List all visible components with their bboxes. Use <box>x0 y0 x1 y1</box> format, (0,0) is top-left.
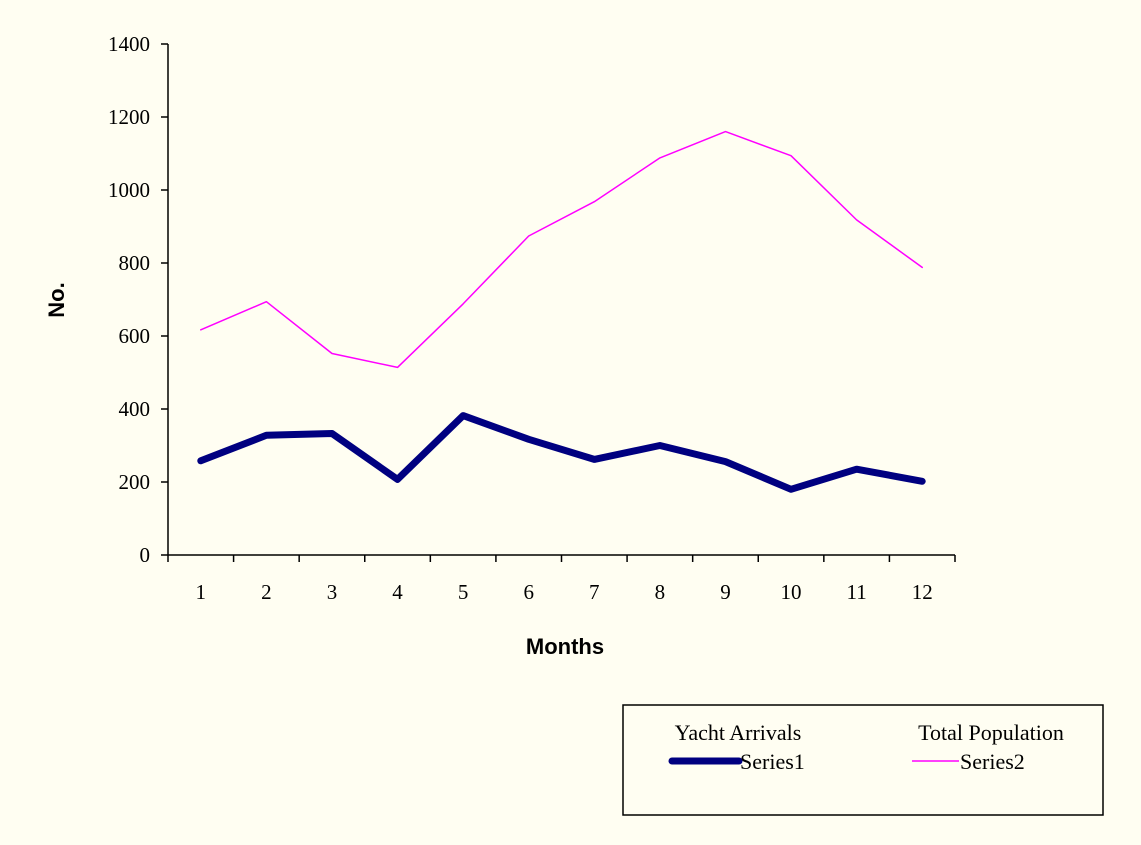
data-point-series2 <box>790 155 792 157</box>
data-point-series1 <box>200 460 202 462</box>
data-point-series2 <box>921 266 923 268</box>
data-point-series1 <box>856 468 858 470</box>
data-point-series2 <box>856 219 858 221</box>
legend-heading-series2: Total Population <box>918 720 1064 745</box>
x-tick-label: 4 <box>392 580 403 604</box>
data-point-series2 <box>593 201 595 203</box>
series-line-series1 <box>197 412 926 493</box>
x-axis-ticks: 1 2 3 4 5 6 7 8 9 10 11 12 <box>167 555 956 604</box>
data-point-series1 <box>790 488 792 490</box>
data-point-series1 <box>593 458 595 460</box>
data-point-series2 <box>528 235 530 237</box>
data-point-series1 <box>462 415 464 417</box>
series-line-series2 <box>200 130 923 369</box>
x-tick-label: 7 <box>589 580 600 604</box>
data-point-series1 <box>528 438 530 440</box>
y-tick-label: 200 <box>119 470 151 494</box>
y-axis-ticks: 0 200 400 600 800 1000 1200 1400 <box>108 32 168 567</box>
x-axis-title: Months <box>526 634 604 659</box>
data-point-series2 <box>265 301 267 303</box>
data-point-series1 <box>659 445 661 446</box>
y-tick-label: 800 <box>119 251 151 275</box>
data-point-series2 <box>724 131 726 133</box>
legend: Yacht Arrivals Series1 Total Population … <box>622 704 1104 816</box>
y-tick-label: 0 <box>140 543 151 567</box>
data-point-series2 <box>200 329 202 331</box>
x-tick-label: 8 <box>655 580 666 604</box>
x-tick-label: 9 <box>720 580 731 604</box>
x-tick-label: 6 <box>523 580 534 604</box>
y-tick-label: 1200 <box>108 105 150 129</box>
x-tick-label: 12 <box>912 580 933 604</box>
data-point-series2 <box>462 303 464 305</box>
data-point-series1 <box>724 461 726 463</box>
legend-box <box>622 704 1104 816</box>
data-point-series1 <box>921 480 923 482</box>
data-point-series2 <box>331 353 333 355</box>
data-point-series2 <box>659 157 661 159</box>
y-tick-label: 600 <box>119 324 151 348</box>
x-tick-label: 10 <box>781 580 802 604</box>
x-tick-label: 3 <box>327 580 338 604</box>
y-tick-label: 400 <box>119 397 151 421</box>
x-tick-label: 1 <box>196 580 207 604</box>
series-layer <box>197 130 926 493</box>
y-tick-label: 1400 <box>108 32 150 56</box>
x-tick-label: 2 <box>261 580 272 604</box>
legend-label-series2: Series2 <box>960 749 1025 774</box>
y-tick-label: 1000 <box>108 178 150 202</box>
data-point-series1 <box>331 432 333 434</box>
legend-heading-series1: Yacht Arrivals <box>675 720 802 745</box>
y-axis-title: No. <box>44 282 69 317</box>
x-tick-label: 11 <box>847 580 867 604</box>
data-point-series1 <box>397 478 399 480</box>
data-point-series2 <box>397 366 399 368</box>
x-tick-label: 5 <box>458 580 469 604</box>
data-point-series1 <box>265 434 267 436</box>
legend-label-series1: Series1 <box>740 749 805 774</box>
